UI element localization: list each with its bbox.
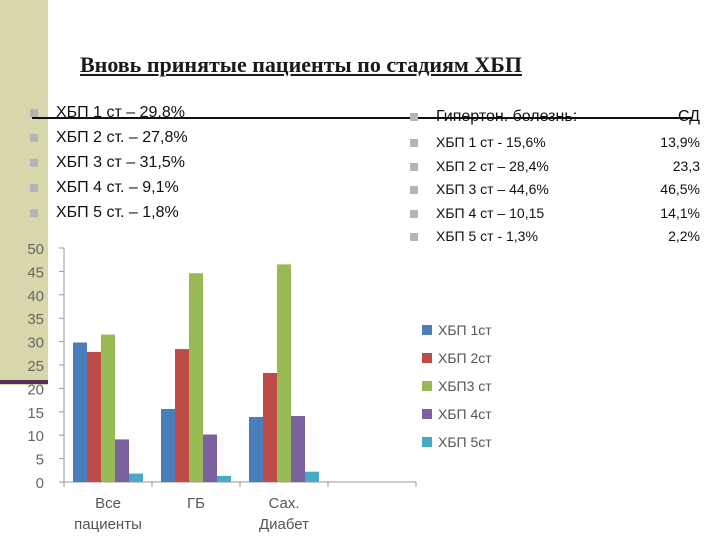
y-tick-label: 15: [27, 405, 44, 422]
all-patients-list: ХБП 1 ст – 29,8% ХБП 2 ст. – 27,8% ХБП 3…: [30, 100, 188, 225]
list-header-value: СД: [677, 108, 700, 125]
bar: [73, 342, 87, 482]
bullet-icon: [30, 109, 38, 117]
bullet-icon: [410, 113, 418, 121]
y-tick-label: 20: [27, 381, 44, 398]
legend-label: ХБП 4ст: [438, 406, 492, 422]
list-item-value: 46,5%: [660, 181, 700, 197]
bar: [277, 264, 291, 482]
legend-swatch: [422, 353, 432, 363]
bar: [249, 416, 263, 482]
bar: [203, 434, 217, 482]
bullet-icon: [30, 209, 38, 217]
y-tick-label: 25: [27, 358, 44, 375]
bullet-icon: [410, 233, 418, 241]
bar: [217, 475, 231, 482]
bar: [101, 334, 115, 482]
legend-label: ХБП 1ст: [438, 322, 492, 338]
legend-label: ХБП 2ст: [438, 350, 492, 366]
y-tick-label: 40: [27, 288, 44, 305]
x-tick-label: Сах.: [268, 495, 299, 512]
list-item-value: 23,3: [672, 157, 700, 174]
list-item-label: ХБП 2 ст – 28,4%: [436, 157, 549, 174]
list-item: ХБП 2 ст. – 27,8%: [30, 125, 188, 150]
list-item: ХБП 3 ст – 31,5%: [30, 150, 188, 175]
y-tick-label: 10: [27, 428, 44, 445]
bar: [87, 351, 101, 482]
list-item: ХБП 5 ст. – 1,8%: [30, 200, 188, 225]
title-rule: [32, 117, 692, 119]
x-tick-label: ГБ: [187, 495, 205, 512]
list-item: ХБП 5 ст - 1,3% 2,2%: [410, 225, 700, 249]
bullet-icon: [410, 186, 418, 194]
legend-swatch: [422, 437, 432, 447]
bar: [175, 349, 189, 482]
legend-label: ХБП3 ст: [438, 378, 492, 394]
list-item-value: 2,2%: [668, 228, 700, 244]
list-item: ХБП 2 ст – 28,4% 23,3: [410, 155, 700, 179]
bar: [129, 473, 143, 482]
list-item-text: ХБП 4 ст. – 9,1%: [56, 179, 179, 196]
y-tick-label: 45: [27, 264, 44, 281]
left-decor-band: [0, 0, 48, 385]
list-item-text: ХБП 5 ст. – 1,8%: [56, 204, 179, 221]
x-tick-label: Все: [95, 495, 121, 512]
list-item-label: ХБП 4 ст – 10,15: [436, 204, 545, 221]
bar: [263, 372, 277, 482]
bar: [189, 273, 203, 482]
bullet-icon: [410, 209, 418, 218]
legend-label: ХБП 5ст: [438, 434, 492, 450]
x-tick-label: пациенты: [74, 516, 142, 533]
list-item-text: ХБП 2 ст. – 27,8%: [56, 129, 188, 146]
list-item: ХБП 4 ст – 10,15 14,1%: [410, 202, 700, 226]
list-item: ХБП 1 ст - 15,6% 13,9%: [410, 131, 700, 155]
left-accent-line: [0, 380, 48, 384]
y-tick-label: 50: [27, 241, 44, 258]
bullet-icon: [30, 159, 38, 167]
ckd-stage-bar-chart: 0 5 10 15 20 25 30 35 40 45 50 Все пациенты ГБ Сах. Диа…: [27, 241, 492, 533]
bullet-icon: [30, 134, 38, 142]
list-item-text: ХБП 3 ст – 31,5%: [56, 154, 185, 171]
list-item-text: ХБП 1 ст – 29,8%: [56, 104, 185, 121]
bullet-icon: [410, 139, 418, 147]
y-tick-label: 5: [36, 452, 44, 469]
x-tick-label: Диабет: [259, 516, 309, 533]
bar: [291, 416, 305, 482]
list-item: ХБП 4 ст. – 9,1%: [30, 175, 188, 200]
slide-title: Вновь принятые пациенты по стадиям ХБП: [80, 52, 522, 77]
bullet-icon: [410, 162, 418, 171]
list-item: ХБП 3 ст – 44,6% 46,5%: [410, 178, 700, 202]
legend-swatch: [422, 409, 432, 419]
list-item-label: ХБП 5 ст - 1,3%: [436, 228, 538, 244]
list-header: Гипертон. болезнь: СД: [410, 103, 700, 131]
list-item-label: ХБП 3 ст – 44,6%: [436, 181, 549, 197]
y-tick-label: 0: [36, 475, 44, 492]
legend-swatch: [422, 381, 432, 391]
y-tick-label: 35: [27, 311, 44, 328]
list-item-label: ХБП 1 ст - 15,6%: [436, 134, 546, 150]
comorbidity-list: Гипертон. болезнь: СД ХБП 1 ст - 15,6% 13,…: [410, 103, 700, 249]
bar: [115, 439, 129, 482]
legend-swatch: [422, 325, 432, 335]
y-tick-label: 30: [27, 335, 44, 352]
list-item-value: 14,1%: [660, 204, 700, 221]
bar: [305, 471, 319, 482]
list-item-value: 13,9%: [660, 134, 700, 150]
bar: [161, 408, 175, 482]
list-header-label: Гипертон. болезнь:: [436, 108, 578, 125]
list-item: ХБП 1 ст – 29,8%: [30, 100, 188, 125]
bullet-icon: [30, 184, 38, 192]
